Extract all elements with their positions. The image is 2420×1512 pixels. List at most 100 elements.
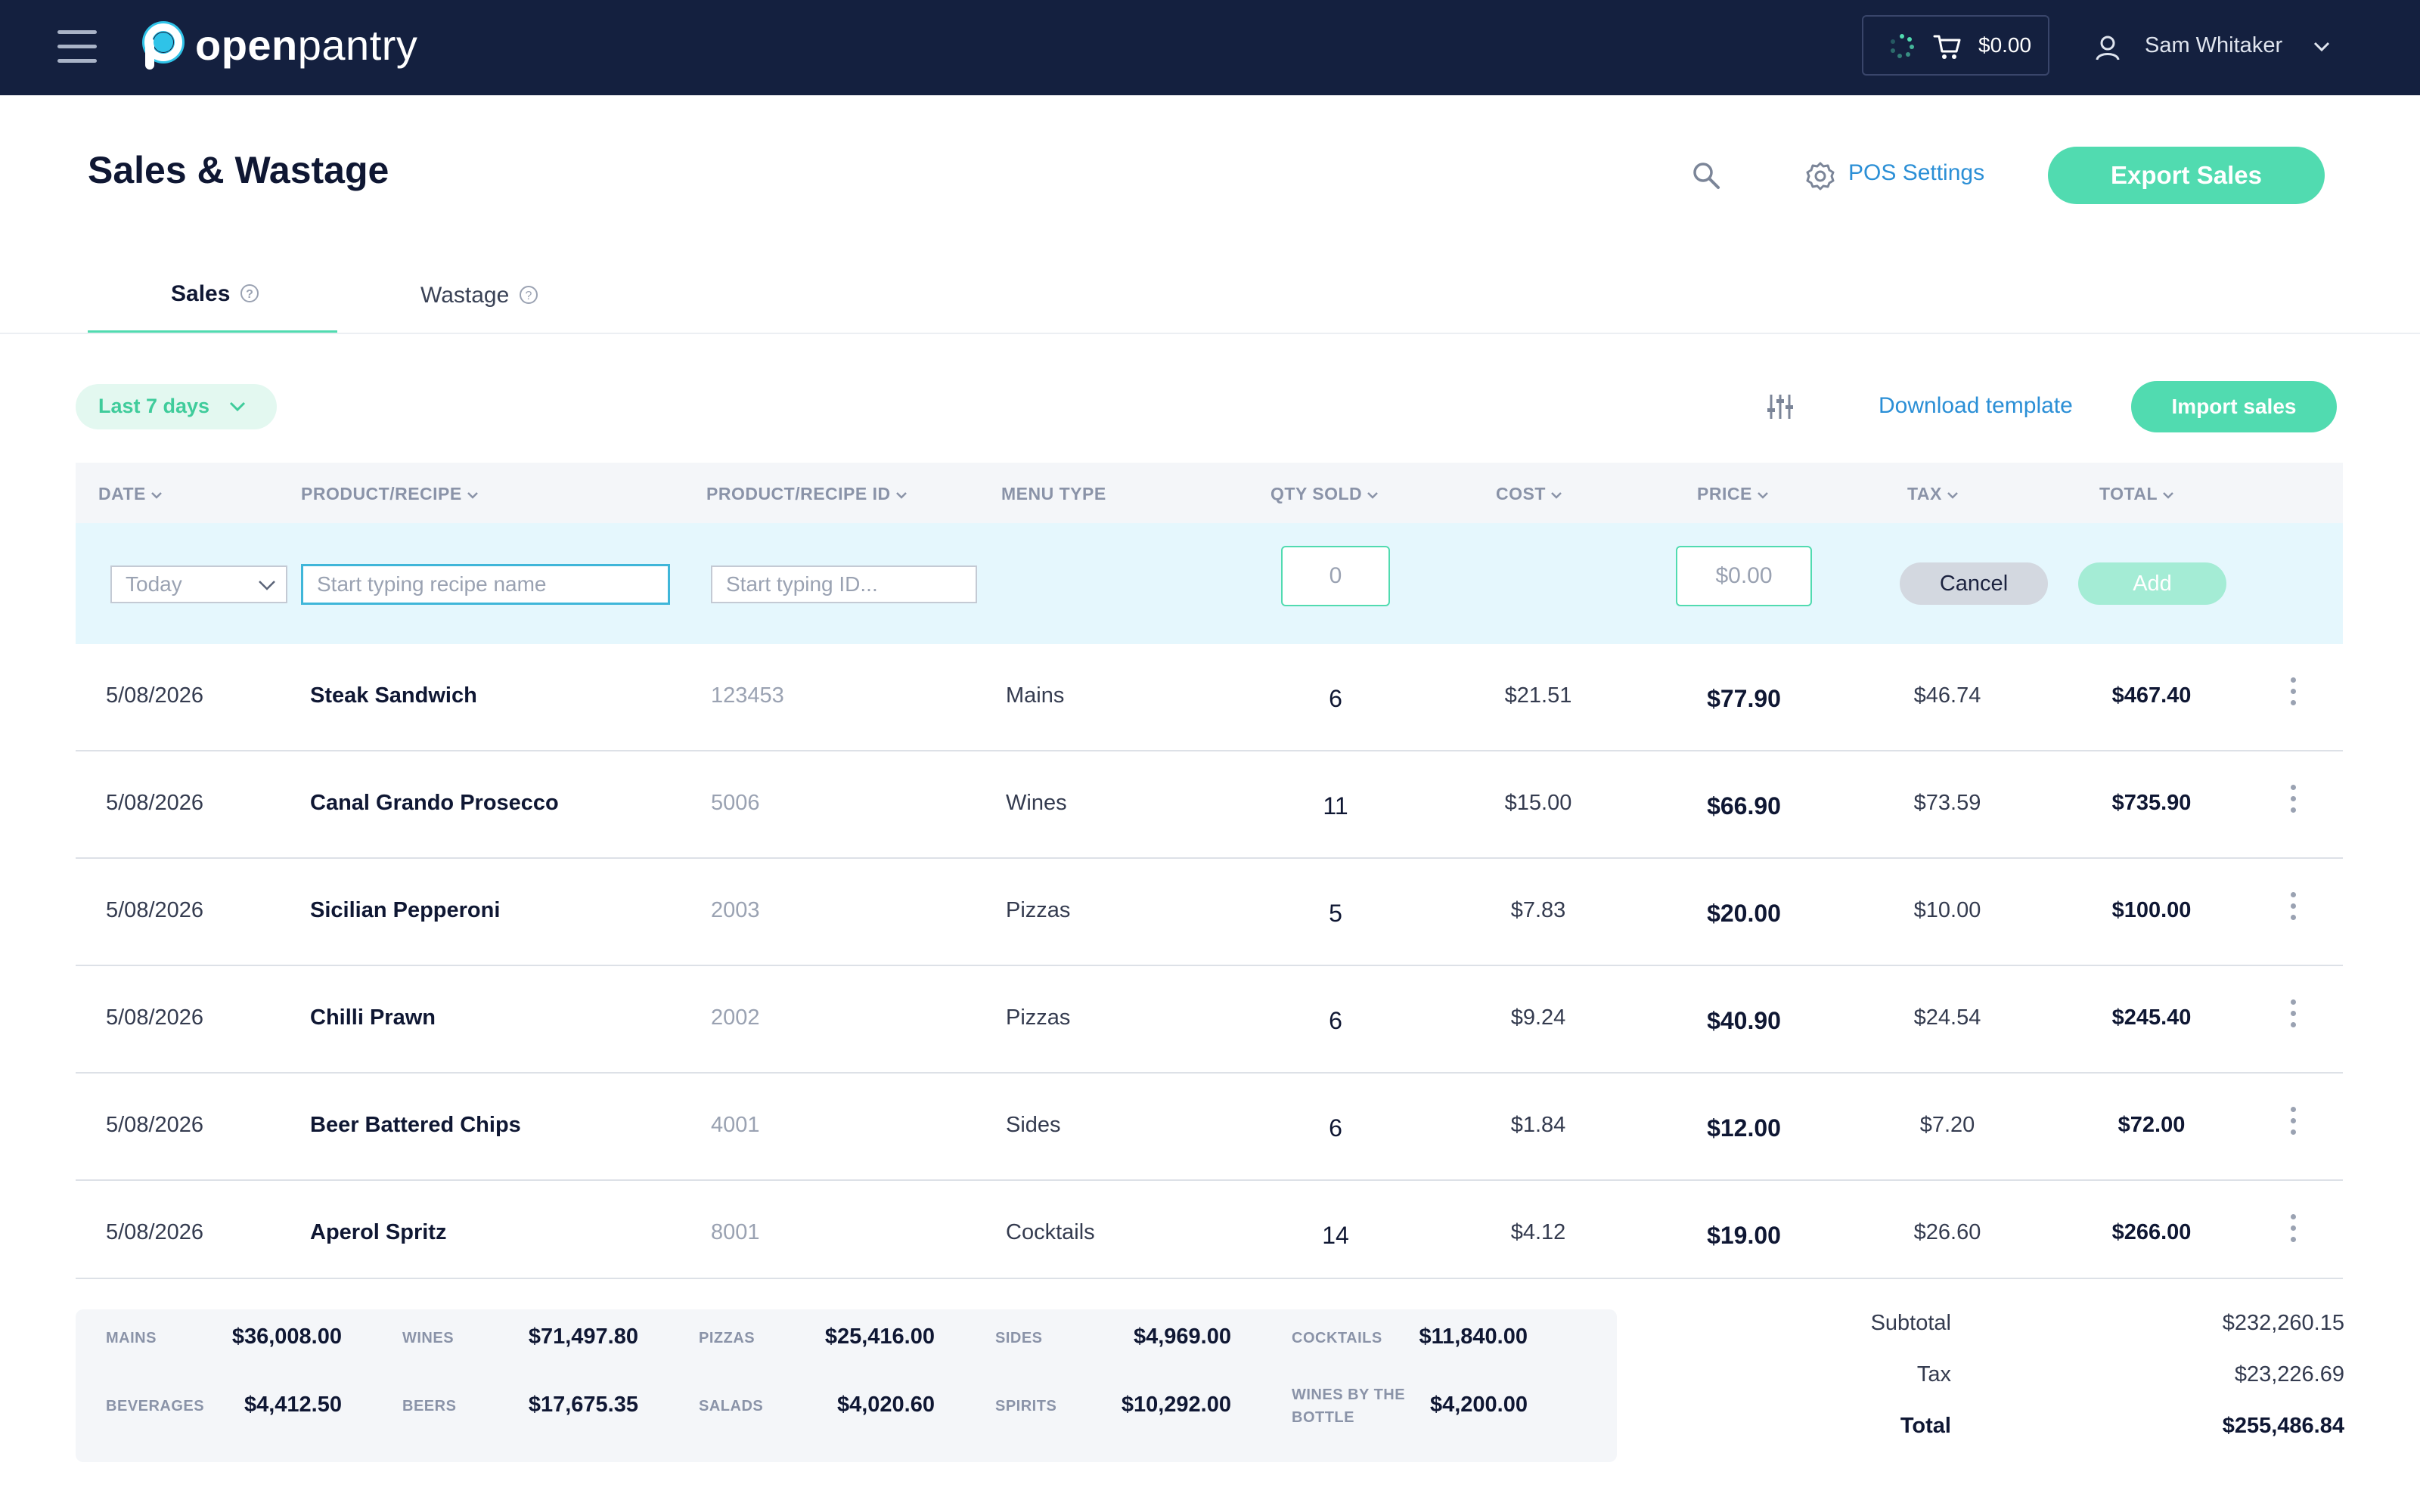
row-date: 5/08/2026 [106, 1005, 204, 1030]
top-bar: openpantry $0.00 Sam Whitaker [0, 0, 2420, 95]
row-price: $19.00 [1707, 1222, 1781, 1249]
column-header-total[interactable]: TOTAL [2099, 484, 2174, 504]
table-row[interactable]: 5/08/2026 Beer Battered Chips 4001 Sides… [76, 1074, 2343, 1181]
table-row[interactable]: 5/08/2026 Sicilian Pepperoni 2003 Pizzas… [76, 859, 2343, 966]
kebab-icon[interactable] [2288, 892, 2297, 922]
kebab-icon[interactable] [2288, 1107, 2297, 1137]
kebab-icon[interactable] [2288, 999, 2297, 1030]
row-date: 5/08/2026 [106, 898, 204, 922]
row-product-name: Chilli Prawn [310, 1005, 436, 1030]
date-range-label: Last 7 days [98, 395, 210, 417]
row-tax: $24.54 [1913, 1005, 1981, 1030]
sort-chevron-icon [151, 492, 162, 499]
row-cost: $4.12 [1510, 1220, 1566, 1244]
help-icon[interactable]: ? [519, 285, 538, 305]
row-qty: 6 [1329, 685, 1342, 712]
column-header-qty[interactable]: QTY SOLD [1270, 484, 1379, 504]
row-product-name: Steak Sandwich [310, 683, 477, 708]
cart-icon [1933, 35, 1961, 59]
gear-icon[interactable] [1804, 160, 1836, 192]
recipe-name-input[interactable] [301, 564, 670, 605]
cart-button[interactable]: $0.00 [1862, 15, 2049, 76]
row-cost: $15.00 [1504, 791, 1572, 815]
summary-value: $17,675.35 [528, 1393, 638, 1417]
add-button[interactable]: Add [2078, 562, 2226, 605]
recipe-id-input[interactable] [711, 565, 977, 603]
sort-chevron-icon [2163, 492, 2173, 499]
summary-label: SPIRITS [995, 1398, 1057, 1414]
price-input[interactable] [1676, 546, 1812, 606]
summary-value: $4,020.60 [836, 1393, 935, 1417]
sort-chevron-icon [1551, 492, 1562, 499]
sliders-icon[interactable] [1765, 392, 1795, 422]
summary-value: $71,497.80 [528, 1325, 638, 1349]
chevron-down-icon[interactable] [2313, 41, 2331, 53]
table-row[interactable]: 5/08/2026 Canal Grando Prosecco 5006 Win… [76, 751, 2343, 859]
row-price: $20.00 [1707, 900, 1781, 927]
sort-chevron-icon [895, 492, 907, 499]
tab-sales[interactable]: Sales ? [88, 257, 337, 334]
row-price: $12.00 [1707, 1114, 1781, 1142]
column-header-product[interactable]: PRODUCT/RECIPE [301, 484, 479, 504]
summary-value: $4,969.00 [1133, 1325, 1231, 1349]
search-icon[interactable] [1691, 160, 1721, 191]
user-name[interactable]: Sam Whitaker [2145, 33, 2283, 57]
kebab-icon[interactable] [2288, 1214, 2297, 1244]
kebab-icon[interactable] [2288, 785, 2297, 815]
summary-label: BEVERAGES [106, 1398, 205, 1414]
kebab-icon[interactable] [2288, 677, 2297, 708]
chevron-down-icon [229, 401, 246, 412]
export-sales-button[interactable]: Export Sales [2048, 147, 2325, 204]
table-row[interactable]: 5/08/2026 Aperol Spritz 8001 Cocktails 1… [76, 1181, 2343, 1279]
user-icon[interactable] [2095, 35, 2121, 60]
row-tax: $26.60 [1913, 1220, 1981, 1244]
help-icon[interactable]: ? [240, 284, 259, 303]
table-row[interactable]: 5/08/2026 Steak Sandwich 123453 Mains 6 … [76, 644, 2343, 751]
summary-label: SALADS [699, 1398, 764, 1414]
import-sales-button[interactable]: Import sales [2131, 381, 2337, 432]
column-header-product-id[interactable]: PRODUCT/RECIPE ID [706, 484, 908, 504]
date-select[interactable]: Today [110, 565, 287, 603]
row-tax: $7.20 [1919, 1113, 1975, 1137]
logo-text: openpantry [195, 20, 418, 69]
row-menu-type: Pizzas [1006, 1005, 1071, 1030]
logo[interactable]: openpantry [138, 17, 417, 73]
row-product-id: 8001 [711, 1220, 760, 1244]
table-row[interactable]: 5/08/2026 Chilli Prawn 2002 Pizzas 6 $9.… [76, 966, 2343, 1074]
tab-wastage[interactable]: Wastage ? [420, 283, 538, 308]
sort-chevron-icon [1367, 492, 1379, 499]
row-qty: 11 [1323, 792, 1348, 820]
row-date: 5/08/2026 [106, 1113, 204, 1137]
download-template-link[interactable]: Download template [1879, 393, 2073, 418]
tabs-divider [0, 333, 2420, 334]
date-select-value: Today [126, 572, 182, 596]
row-product-id: 2002 [711, 1005, 760, 1030]
cart-total: $0.00 [1978, 33, 2032, 57]
date-range-filter[interactable]: Last 7 days [76, 384, 277, 429]
qty-input[interactable] [1281, 546, 1390, 606]
loading-spinner-icon [1891, 34, 1914, 58]
summary-label: MAINS [106, 1330, 157, 1346]
summary-value: $11,840.00 [1419, 1325, 1528, 1349]
svg-text:?: ? [525, 290, 532, 302]
summary-value: $36,008.00 [231, 1325, 342, 1349]
hamburger-icon[interactable] [57, 30, 97, 64]
pos-settings-link[interactable]: POS Settings [1848, 160, 1985, 185]
summary-value: $10,292.00 [1121, 1393, 1231, 1417]
summary-label: BEERS [402, 1398, 457, 1414]
column-header-tax[interactable]: TAX [1907, 484, 1959, 504]
sort-chevron-icon [1757, 492, 1768, 499]
column-header-cost[interactable]: COST [1496, 484, 1562, 504]
row-price: $40.90 [1707, 1007, 1781, 1034]
row-qty: 5 [1329, 900, 1342, 927]
column-header-price[interactable]: PRICE [1697, 484, 1769, 504]
row-product-name: Aperol Spritz [310, 1220, 447, 1244]
svg-text:?: ? [246, 288, 253, 301]
row-product-id: 5006 [711, 791, 760, 815]
row-product-id: 4001 [711, 1113, 760, 1137]
cancel-button[interactable]: Cancel [1900, 562, 2048, 605]
subtotal-value: $232,260.15 [2222, 1311, 2344, 1335]
summary-label: SIDES [995, 1330, 1043, 1346]
row-price: $66.90 [1707, 792, 1781, 820]
column-header-date[interactable]: DATE [98, 484, 163, 504]
